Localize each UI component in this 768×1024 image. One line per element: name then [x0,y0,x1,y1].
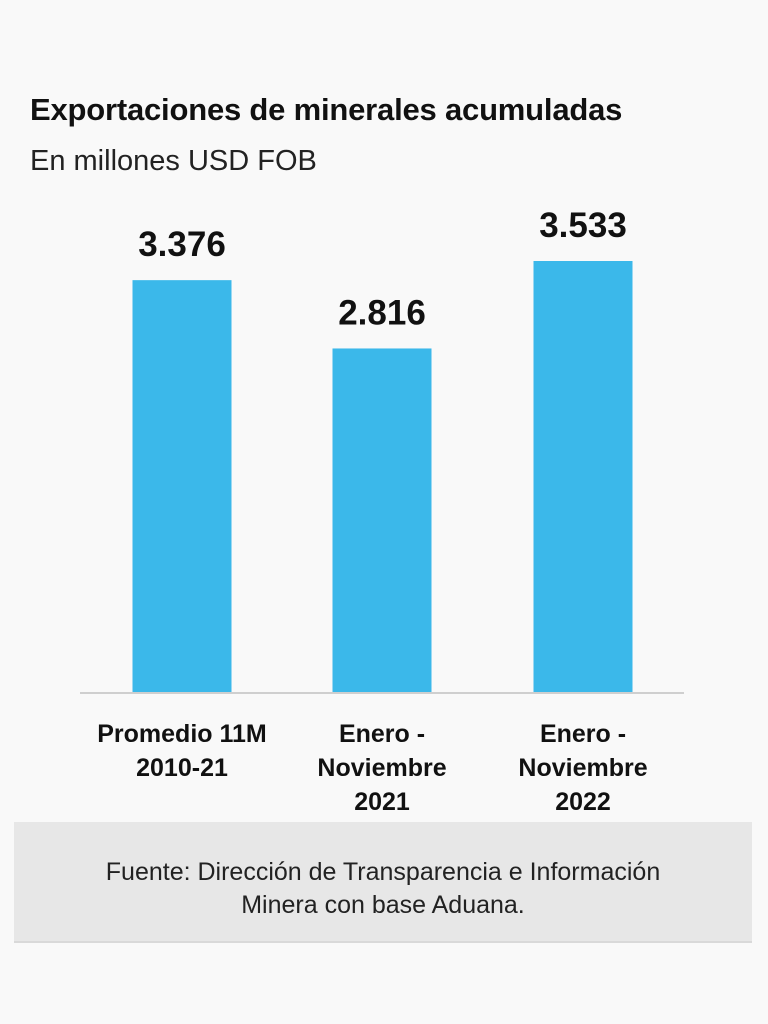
category-label-0-line-1: 2010-21 [136,754,228,782]
category-label-0-line-0: Promedio 11M [97,720,267,748]
value-label-2: 3.533 [539,206,627,245]
bar-2 [533,261,633,692]
source-line-2: Minera con base Aduana. [241,891,525,919]
chart-title: Exportaciones de minerales acumuladas [30,92,623,127]
value-label-0: 3.376 [138,225,226,264]
bar-0 [132,280,232,692]
category-label-1-line-1: Noviembre [317,754,446,782]
value-label-1: 2.816 [338,293,426,332]
source-footer: Fuente: Dirección de Transparencia e Inf… [14,822,752,943]
bar-1 [332,348,432,692]
category-label-2-line-0: Enero - [540,720,626,748]
category-label-2-line-2: 2022 [555,788,611,816]
category-label-1-line-2: 2021 [354,788,410,816]
chart-subtitle: En millones USD FOB [30,145,317,177]
category-label-1-line-0: Enero - [339,720,425,748]
bar-chart: 3.376 Promedio 11M 2010-21 2.816 Enero - Novi… [80,206,684,816]
category-label-2-line-1: Noviembre [518,754,647,782]
source-text: Fuente: Dirección de Transparencia e Inf… [14,856,752,922]
source-line-1: Fuente: Dirección de Transparencia e Inf… [105,858,661,886]
